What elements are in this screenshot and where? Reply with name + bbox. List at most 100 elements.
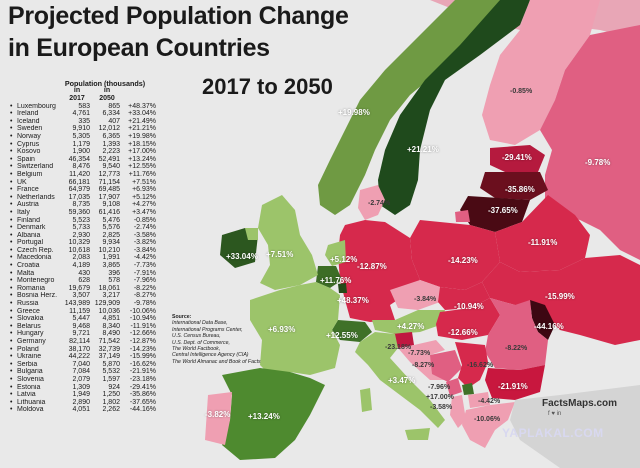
row-pop-2050: 1,597 — [102, 375, 120, 383]
table-row: • Croatia 4,189 3,865 -7.73% — [10, 262, 160, 270]
row-country: Netherlands — [17, 193, 55, 201]
row-country: Sweden — [17, 125, 43, 133]
table-row: • Ukraine 44,222 37,149 -15.99% — [10, 353, 160, 361]
row-country: Greece — [17, 307, 40, 315]
row-bullet: • — [10, 201, 13, 209]
country-belgium — [316, 266, 342, 288]
country-italy — [355, 332, 445, 428]
table-row: • Luxembourg 583 865 +48.37% — [10, 103, 160, 111]
row-country: Belgium — [17, 170, 43, 178]
table-row: • Albania 2,930 2,825 -3.58% — [10, 232, 160, 240]
row-pop-2050: 2,825 — [102, 231, 120, 239]
row-pop-2017: 628 — [78, 277, 90, 285]
row-pop-2050: 1,991 — [102, 254, 120, 262]
row-country: Italy — [17, 208, 30, 216]
row-pop-2050: 9,108 — [102, 201, 120, 209]
row-country: Iceland — [17, 117, 40, 125]
row-bullet: • — [10, 406, 13, 414]
row-pop-2050: 71,542 — [98, 338, 120, 345]
table-row: • Switzerland 8,476 9,540 +12.55% — [10, 163, 160, 171]
table-row: • Bosnia Herz. 3,507 3,217 -8.27% — [10, 292, 160, 300]
row-pop-2017: 2,083 — [72, 254, 90, 262]
map-label-moldova: -44.16% — [534, 322, 564, 331]
row-bullet: • — [10, 345, 13, 353]
row-pop-2017: 82,114 — [69, 338, 90, 345]
row-change: +3.47% — [132, 208, 156, 216]
row-pop-2017: 10,618 — [68, 246, 90, 254]
island-sardinia — [360, 388, 372, 412]
row-change: -12.87% — [129, 338, 156, 345]
source-line: International Programs Center, — [172, 326, 243, 333]
country-montenegro — [446, 378, 462, 396]
country-bulgaria — [485, 365, 545, 400]
table-row: • Macedonia 2,083 1,991 -4.42% — [10, 254, 160, 262]
row-pop-2050: 52,491 — [98, 155, 120, 163]
row-bullet: • — [10, 110, 13, 118]
row-change: -29.41% — [129, 383, 156, 391]
row-change: +5.12% — [132, 193, 156, 201]
source-line: The World Factbook, — [172, 346, 221, 353]
map-label-denmark: -2.74% — [368, 200, 391, 207]
table-row: • UK 66,181 71,154 +7.51% — [10, 179, 160, 187]
row-bullet: • — [10, 383, 13, 391]
row-pop-2050: 1,393 — [102, 140, 120, 148]
population-table: Population (thousands) in in 2017 2050 •… — [10, 80, 160, 414]
row-country: Montenegro — [17, 277, 55, 285]
map-label-lithuania: -37.65% — [488, 206, 518, 215]
row-pop-2017: 46,354 — [68, 155, 90, 163]
row-change: -11.91% — [130, 322, 156, 330]
row-bullet: • — [10, 307, 13, 315]
row-bullet: • — [10, 284, 13, 292]
row-bullet: • — [10, 262, 13, 270]
row-pop-2017: 44,222 — [68, 353, 90, 361]
map-label-latvia: -35.86% — [505, 185, 535, 194]
country-serbia — [455, 342, 488, 388]
row-bullet: • — [10, 254, 13, 262]
row-pop-2017: 1,949 — [72, 391, 90, 399]
table-row: • Norway 5,305 6,365 +19.98% — [10, 133, 160, 141]
source-line: The World Almanac and Book of Facts — [172, 358, 261, 365]
table-row: • Finland 5,523 5,476 -0.85% — [10, 217, 160, 225]
row-pop-2050: 9,540 — [102, 163, 120, 171]
col-in-b: in — [103, 87, 111, 95]
row-country: Czech Rep. — [17, 246, 54, 254]
map-label-ireland: +33.04% — [226, 252, 258, 261]
row-bullet: • — [10, 193, 13, 201]
row-bullet: • — [10, 375, 13, 383]
country-hungary — [436, 298, 500, 340]
row-country: Croatia — [17, 262, 40, 270]
table-row: • Netherlands 17,035 17,907 +5.12% — [10, 194, 160, 202]
source-line: U.S. Census Bureau, — [172, 333, 221, 340]
row-pop-2017: 8,735 — [72, 201, 90, 209]
table-col-in: in in — [62, 87, 160, 95]
row-change: +13.24% — [128, 155, 156, 163]
map-label-romania: -8.22% — [505, 345, 528, 352]
row-pop-2017: 5,447 — [72, 315, 90, 323]
map-label-norway: +19.98% — [338, 108, 370, 117]
row-change: +33.04% — [128, 110, 156, 118]
row-pop-2050: 5,476 — [102, 216, 120, 224]
row-pop-2050: 578 — [108, 277, 120, 285]
source-line: International Data Base, — [172, 320, 228, 327]
row-pop-2017: 2,890 — [72, 398, 90, 406]
row-bullet: • — [10, 338, 13, 345]
row-pop-2017: 5,305 — [72, 132, 90, 140]
sources-heading: Source: — [172, 314, 192, 320]
country-sweden — [378, 0, 530, 215]
row-change: +18.15% — [128, 140, 156, 148]
map-label-belgium: +11.76% — [320, 276, 352, 285]
row-country: Belarus — [17, 322, 41, 330]
map-label-austria: +4.27% — [397, 322, 425, 331]
row-pop-2017: 1,900 — [72, 148, 90, 156]
row-change: +11.76% — [128, 170, 156, 178]
row-pop-2050: 4,851 — [102, 315, 120, 323]
map-label-belarus: -11.91% — [528, 238, 558, 247]
row-pop-2050: 9,934 — [102, 239, 120, 247]
table-row: • Moldova 4,051 2,262 -44.16% — [10, 406, 160, 414]
row-pop-2017: 17,035 — [68, 193, 90, 201]
country-uk — [258, 195, 318, 290]
row-pop-2017: 5,733 — [72, 224, 90, 232]
watermark: YAPLAKAL.COM — [502, 426, 604, 440]
row-bullet: • — [10, 231, 13, 239]
